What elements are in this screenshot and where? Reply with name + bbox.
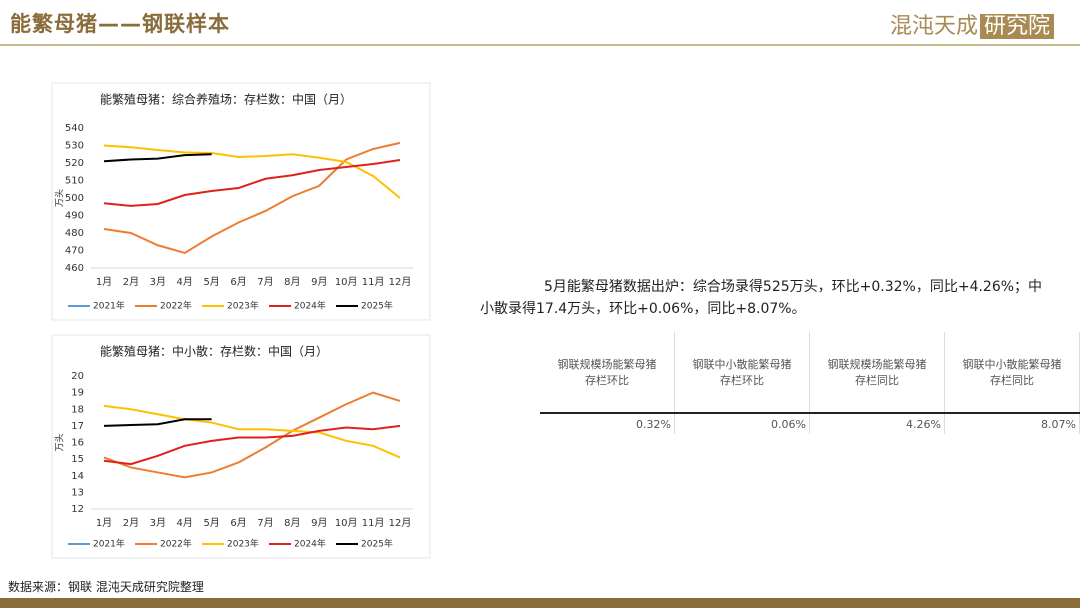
y-tick-label: 15	[71, 454, 84, 465]
logo: 混沌天成 研究院	[890, 8, 1054, 40]
table-cell: 4.26%	[809, 413, 945, 434]
x-tick-label: 10月	[335, 517, 358, 529]
series-line	[103, 159, 401, 207]
y-tick-label: 460	[65, 263, 84, 274]
summary-text: 5月能繁母猪数据出炉：综合场录得525万头，环比+0.32%，同比+4.26%；…	[480, 279, 1043, 317]
y-tick-label: 20	[71, 371, 84, 382]
y-tick-label: 530	[65, 141, 84, 152]
legend-label: 2023年	[227, 538, 259, 550]
table-header: 钢联中小散能繁母猪存栏同比	[944, 332, 1080, 414]
y-tick-label: 16	[71, 438, 84, 449]
x-tick-label: 6月	[230, 276, 246, 288]
table-cell: 0.06%	[674, 413, 810, 434]
x-tick-label: 8月	[284, 517, 300, 529]
y-tick-label: 490	[65, 211, 84, 222]
series-line	[103, 153, 212, 163]
table-cell: 8.07%	[944, 413, 1080, 434]
series-line	[103, 144, 401, 199]
chart-title: 能繁殖母猪：中小散：存栏数：中国（月）	[100, 344, 328, 359]
y-axis-label: 万头	[55, 189, 66, 207]
slide-title: 能繁母猪——钢联样本	[10, 12, 230, 36]
x-tick-label: 3月	[150, 517, 166, 529]
series-line	[103, 141, 401, 255]
logo-box: 研究院	[979, 14, 1054, 39]
legend-label: 2023年	[227, 300, 259, 312]
x-tick-label: 11月	[362, 276, 385, 288]
x-tick-label: 1月	[96, 276, 112, 288]
x-tick-label: 1月	[96, 517, 112, 529]
legend-label: 2021年	[93, 300, 125, 312]
y-tick-label: 520	[65, 158, 84, 169]
y-axis-label: 万头	[55, 433, 66, 451]
series-line	[103, 424, 401, 466]
legend-label: 2025年	[361, 300, 393, 312]
x-tick-label: 7月	[257, 517, 273, 529]
table-header: 钢联中小散能繁母猪存栏环比	[674, 332, 810, 414]
table-header: 钢联规模场能繁母猪存栏环比	[540, 332, 675, 414]
y-tick-label: 12	[71, 504, 84, 515]
x-tick-label: 12月	[389, 517, 412, 529]
y-tick-label: 18	[71, 404, 84, 415]
footer-bar	[0, 598, 1080, 608]
table-cell: 0.32%	[540, 413, 675, 434]
x-tick-label: 2月	[123, 276, 139, 288]
x-tick-label: 7月	[257, 276, 273, 288]
x-tick-label: 3月	[150, 276, 166, 288]
legend-label: 2024年	[294, 538, 326, 550]
y-tick-label: 13	[71, 487, 84, 498]
y-tick-label: 540	[65, 123, 84, 134]
series-line	[103, 404, 401, 459]
x-tick-label: 12月	[389, 276, 412, 288]
source: 数据来源：钢联 混沌天成研究院整理	[8, 580, 204, 594]
chart-frame	[51, 82, 431, 321]
series-line	[103, 391, 401, 479]
legend-label: 2022年	[160, 300, 192, 312]
table-header: 钢联规模场能繁母猪存栏同比	[809, 332, 945, 414]
x-tick-label: 9月	[311, 276, 327, 288]
x-tick-label: 4月	[177, 517, 193, 529]
y-tick-label: 19	[71, 388, 84, 399]
chart-title: 能繁殖母猪：综合养殖场：存栏数：中国（月）	[100, 92, 352, 107]
x-tick-label: 6月	[230, 517, 246, 529]
legend-label: 2025年	[361, 538, 393, 550]
x-tick-label: 5月	[203, 517, 219, 529]
x-tick-label: 11月	[362, 517, 385, 529]
legend-label: 2022年	[160, 538, 192, 550]
x-tick-label: 9月	[311, 517, 327, 529]
y-tick-label: 470	[65, 246, 84, 257]
logo-text: 混沌天成	[889, 14, 978, 39]
legend-label: 2021年	[93, 538, 125, 550]
chart-frame	[51, 334, 431, 559]
legend-label: 2024年	[294, 300, 326, 312]
series-line	[103, 418, 212, 427]
table: 钢联规模场能繁母猪存栏环比 钢联中小散能繁母猪存栏环比 钢联规模场能繁母猪存栏同比钢…	[540, 332, 1080, 434]
y-tick-label: 480	[65, 228, 84, 239]
y-tick-label: 500	[65, 193, 84, 204]
x-tick-label: 8月	[284, 276, 300, 288]
x-tick-label: 4月	[177, 276, 193, 288]
x-tick-label: 5月	[203, 276, 219, 288]
y-tick-label: 510	[65, 176, 84, 187]
header-line	[0, 44, 1080, 46]
y-tick-label: 17	[71, 421, 84, 432]
y-tick-label: 14	[71, 471, 84, 482]
x-tick-label: 2月	[123, 517, 139, 529]
x-tick-label: 10月	[335, 276, 358, 288]
